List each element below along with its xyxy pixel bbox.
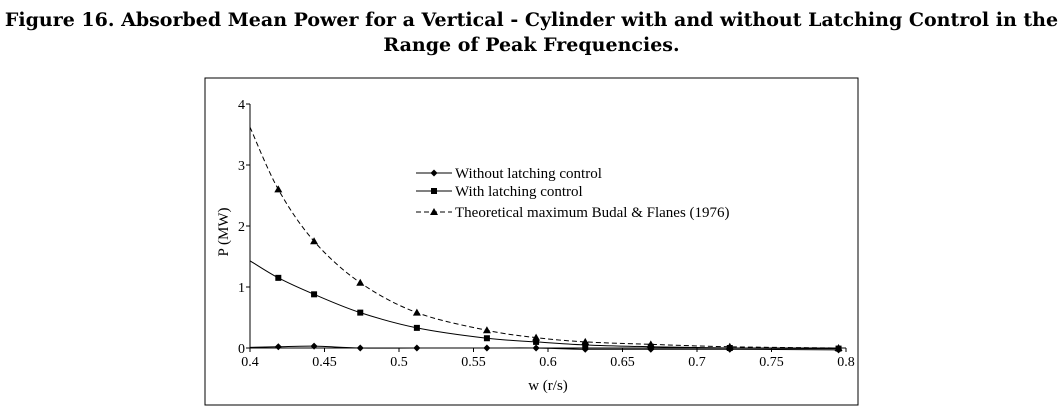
figure-title: Figure 16. Absorbed Mean Power for a Ver… <box>4 9 1059 56</box>
legend-marker-theoretical-max <box>430 208 438 215</box>
data-point-with-latching <box>483 335 490 342</box>
data-point-theoretical-max <box>482 326 491 334</box>
data-point-with-latching <box>413 324 420 331</box>
data-point-theoretical-max <box>356 278 365 286</box>
y-tick-label: 1 <box>238 281 245 296</box>
data-point-theoretical-max <box>412 308 421 316</box>
x-tick-label: 0.8 <box>837 355 855 370</box>
x-tick-label: 0.7 <box>688 355 706 370</box>
y-tick-label: 0 <box>238 342 245 357</box>
y-axis-label: P (MW) <box>216 207 232 256</box>
data-point-with-latching <box>311 291 318 298</box>
legend-entry-theoretical-max: Theoretical maximum Budal & Flanes (1976… <box>455 205 730 221</box>
data-point-without-latching <box>413 344 421 352</box>
data-point-without-latching <box>274 343 282 351</box>
x-tick-label: 0.5 <box>390 355 408 370</box>
legend-entry-with-latching: With latching control <box>455 184 583 200</box>
data-point-theoretical-max <box>834 344 843 351</box>
series-line-with-latching <box>249 260 839 350</box>
data-point-without-latching <box>356 344 364 352</box>
data-point-theoretical-max <box>581 337 590 345</box>
x-tick-label: 0.55 <box>461 355 486 370</box>
plot-area: 0.4 0.45 0.5 0.55 0.6 0.65 0.7 0.75 0.8 0 1 2 3 4 With… <box>238 98 855 370</box>
legend-marker-with-latching <box>431 188 437 194</box>
data-point-theoretical-max <box>274 185 283 193</box>
data-point-theoretical-max <box>310 237 319 245</box>
x-axis-label: w (r/s) <box>528 378 568 394</box>
x-tick-label: 0.6 <box>539 355 557 370</box>
series-line-theoretical-max <box>249 126 839 349</box>
y-tick-label: 2 <box>238 220 245 235</box>
data-point-theoretical-max <box>725 342 734 350</box>
x-tick-label: 0.65 <box>610 355 635 370</box>
data-point-with-latching <box>533 338 540 345</box>
y-tick-label: 3 <box>238 159 245 174</box>
y-tick-label: 4 <box>238 98 245 113</box>
data-point-with-latching <box>357 309 364 316</box>
series-line-without-latching <box>249 345 839 351</box>
data-point-without-latching <box>310 342 318 350</box>
data-point-with-latching <box>275 274 282 281</box>
x-tick-label: 0.45 <box>312 355 337 370</box>
chart-frame <box>204 77 859 406</box>
data-point-without-latching <box>483 344 491 352</box>
data-point-theoretical-max <box>646 340 655 348</box>
x-tick-label: 0.4 <box>241 355 259 370</box>
x-tick-label: 0.75 <box>759 355 784 370</box>
data-point-theoretical-max <box>532 333 541 341</box>
data-point-without-latching <box>532 344 540 352</box>
data-point-with-latching <box>582 341 589 348</box>
legend-entry-without-latching: Without latching control <box>455 166 602 182</box>
legend-marker-without-latching <box>430 169 438 177</box>
